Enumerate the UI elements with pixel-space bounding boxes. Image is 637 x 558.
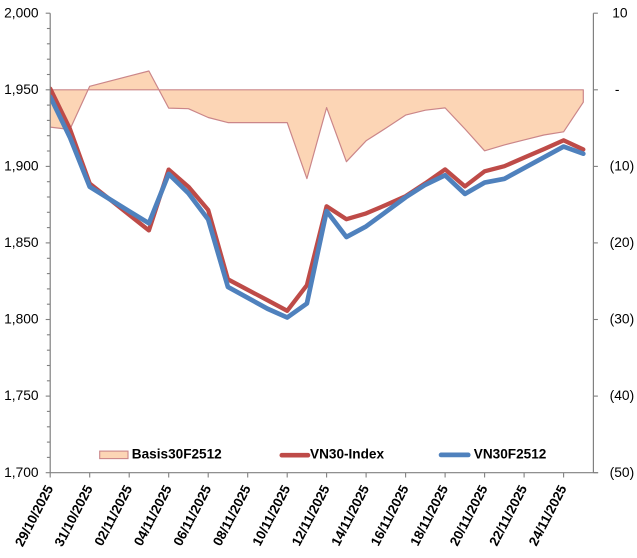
svg-text:2,000: 2,000	[4, 5, 39, 20]
svg-text:VN30F2512: VN30F2512	[474, 446, 547, 461]
svg-text:-: -	[615, 82, 620, 97]
svg-text:(20): (20)	[610, 235, 635, 250]
svg-text:(30): (30)	[610, 312, 635, 327]
svg-text:1,900: 1,900	[4, 159, 39, 174]
svg-text:(50): (50)	[610, 465, 635, 480]
svg-text:1,700: 1,700	[4, 465, 39, 480]
svg-text:(10): (10)	[610, 159, 635, 174]
svg-text:1,750: 1,750	[4, 388, 39, 403]
svg-text:1,800: 1,800	[4, 312, 39, 327]
svg-text:(40): (40)	[610, 388, 635, 403]
svg-text:1,950: 1,950	[4, 82, 39, 97]
svg-text:1,850: 1,850	[4, 235, 39, 250]
svg-text:Basis30F2512: Basis30F2512	[132, 446, 222, 461]
svg-text:10: 10	[612, 5, 628, 20]
svg-text:VN30-Index: VN30-Index	[310, 446, 384, 461]
